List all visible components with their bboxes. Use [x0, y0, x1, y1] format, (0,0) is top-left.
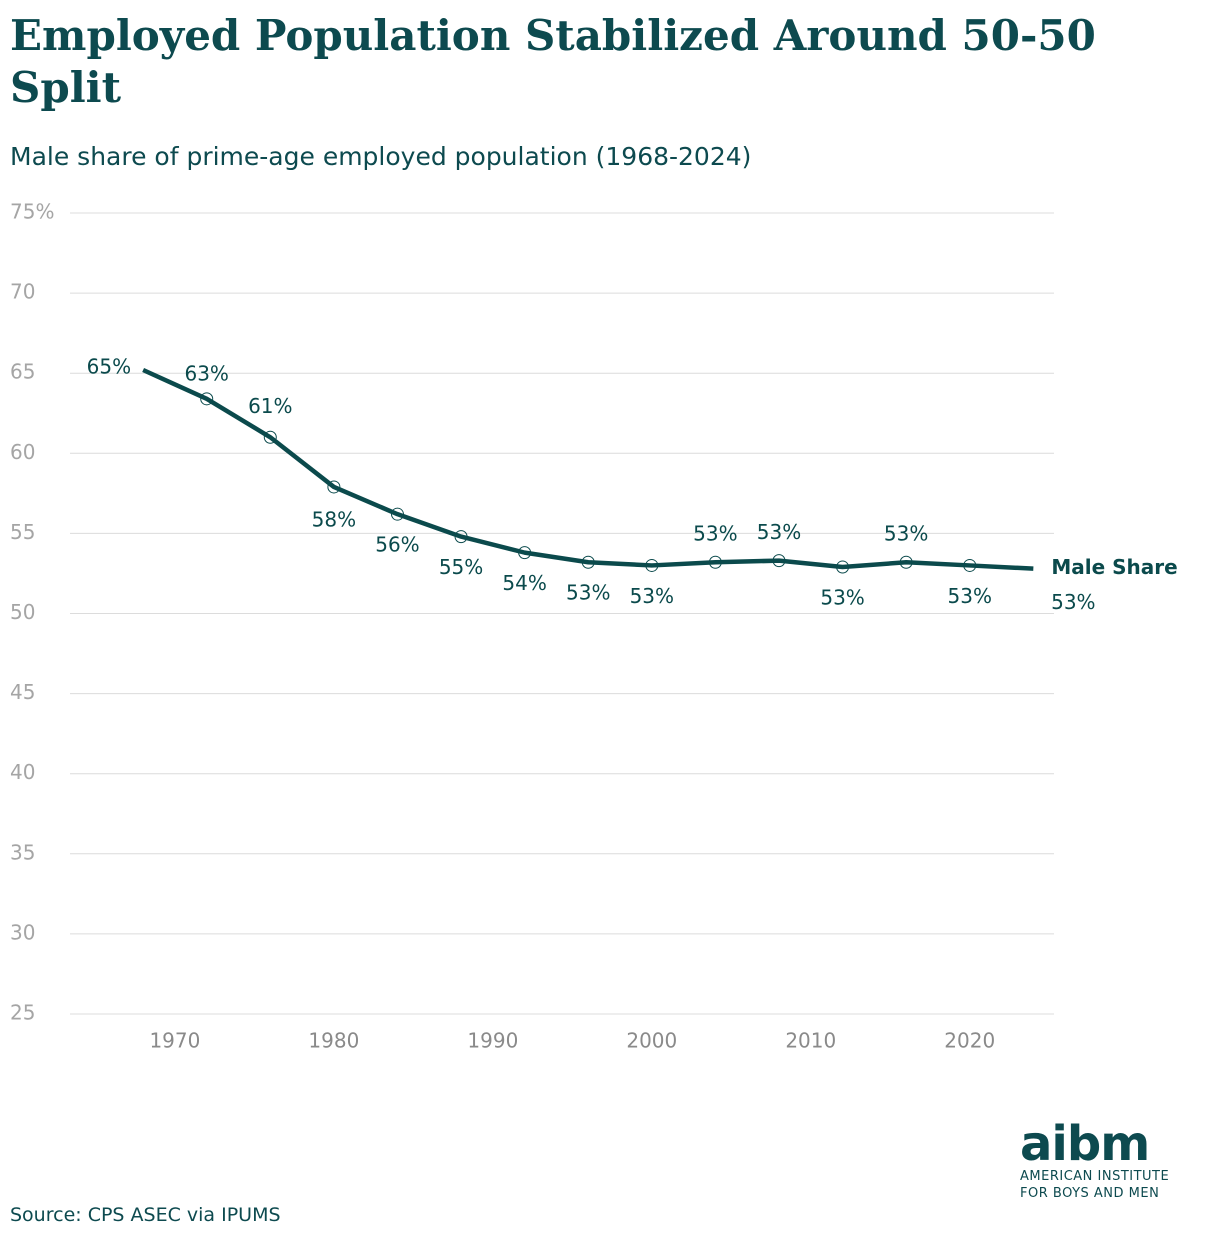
data-label: 53% — [820, 586, 864, 610]
point — [200, 392, 214, 406]
point — [390, 507, 404, 521]
point — [327, 480, 341, 494]
data-label: 53% — [693, 522, 737, 546]
point — [454, 530, 468, 544]
point — [581, 555, 595, 569]
data-label: 53% — [630, 584, 674, 608]
logo-text: FOR BOYS AND MEN — [1020, 1186, 1160, 1201]
y-tick-label: 55 — [10, 520, 35, 544]
data-label: 54% — [502, 571, 546, 595]
x-tick-label: 2010 — [785, 1029, 836, 1053]
data-label: 53% — [884, 522, 928, 546]
y-tick-label: 70 — [10, 280, 35, 304]
x-tick-label: 2020 — [944, 1029, 995, 1053]
x-tick-label: 2000 — [626, 1029, 677, 1053]
data-label: 53% — [1051, 590, 1095, 614]
series-label: Male Share — [1051, 555, 1177, 579]
y-tick-label: 75% — [10, 200, 54, 224]
logo-text: AMERICAN INSTITUTE — [1020, 1169, 1170, 1184]
y-tick-label: 60 — [10, 440, 35, 464]
point — [836, 560, 850, 574]
point — [772, 554, 786, 568]
logo: aibm AMERICAN INSTITUTE FOR BOYS AND MEN — [1020, 1120, 1169, 1202]
x-tick-label: 1980 — [308, 1029, 359, 1053]
point — [708, 555, 722, 569]
data-label: 65% — [87, 354, 131, 378]
y-tick-label: 30 — [10, 920, 35, 944]
x-tick-label: 1990 — [467, 1029, 518, 1053]
point — [963, 558, 977, 572]
data-label: 53% — [566, 581, 610, 605]
point — [899, 555, 913, 569]
line — [142, 367, 1034, 571]
y-tick-label: 50 — [10, 600, 35, 624]
point — [645, 558, 659, 572]
y-tick-label: 65 — [10, 360, 35, 384]
chart-subtitle: Male share of prime-age employed populat… — [10, 142, 752, 171]
y-tick-label: 35 — [10, 840, 35, 864]
point — [518, 546, 532, 560]
y-tick-label: 25 — [10, 1001, 35, 1025]
y-tick-label: 40 — [10, 760, 35, 784]
data-label: 53% — [757, 520, 801, 544]
logo-mark: aibm — [1020, 1116, 1150, 1172]
data-label: 56% — [375, 533, 419, 557]
y-tick-label: 45 — [10, 680, 35, 704]
data-label: 53% — [948, 584, 992, 608]
x-tick-label: 1970 — [149, 1029, 200, 1053]
data-label: 61% — [248, 394, 292, 418]
data-label: 55% — [439, 555, 483, 579]
data-label: 58% — [312, 507, 356, 531]
chart-title: Employed Population Stabilized Around 50… — [10, 11, 1096, 112]
data-label: 63% — [184, 361, 228, 385]
point — [263, 430, 277, 444]
source-note: Source: CPS ASEC via IPUMS — [10, 1204, 281, 1226]
